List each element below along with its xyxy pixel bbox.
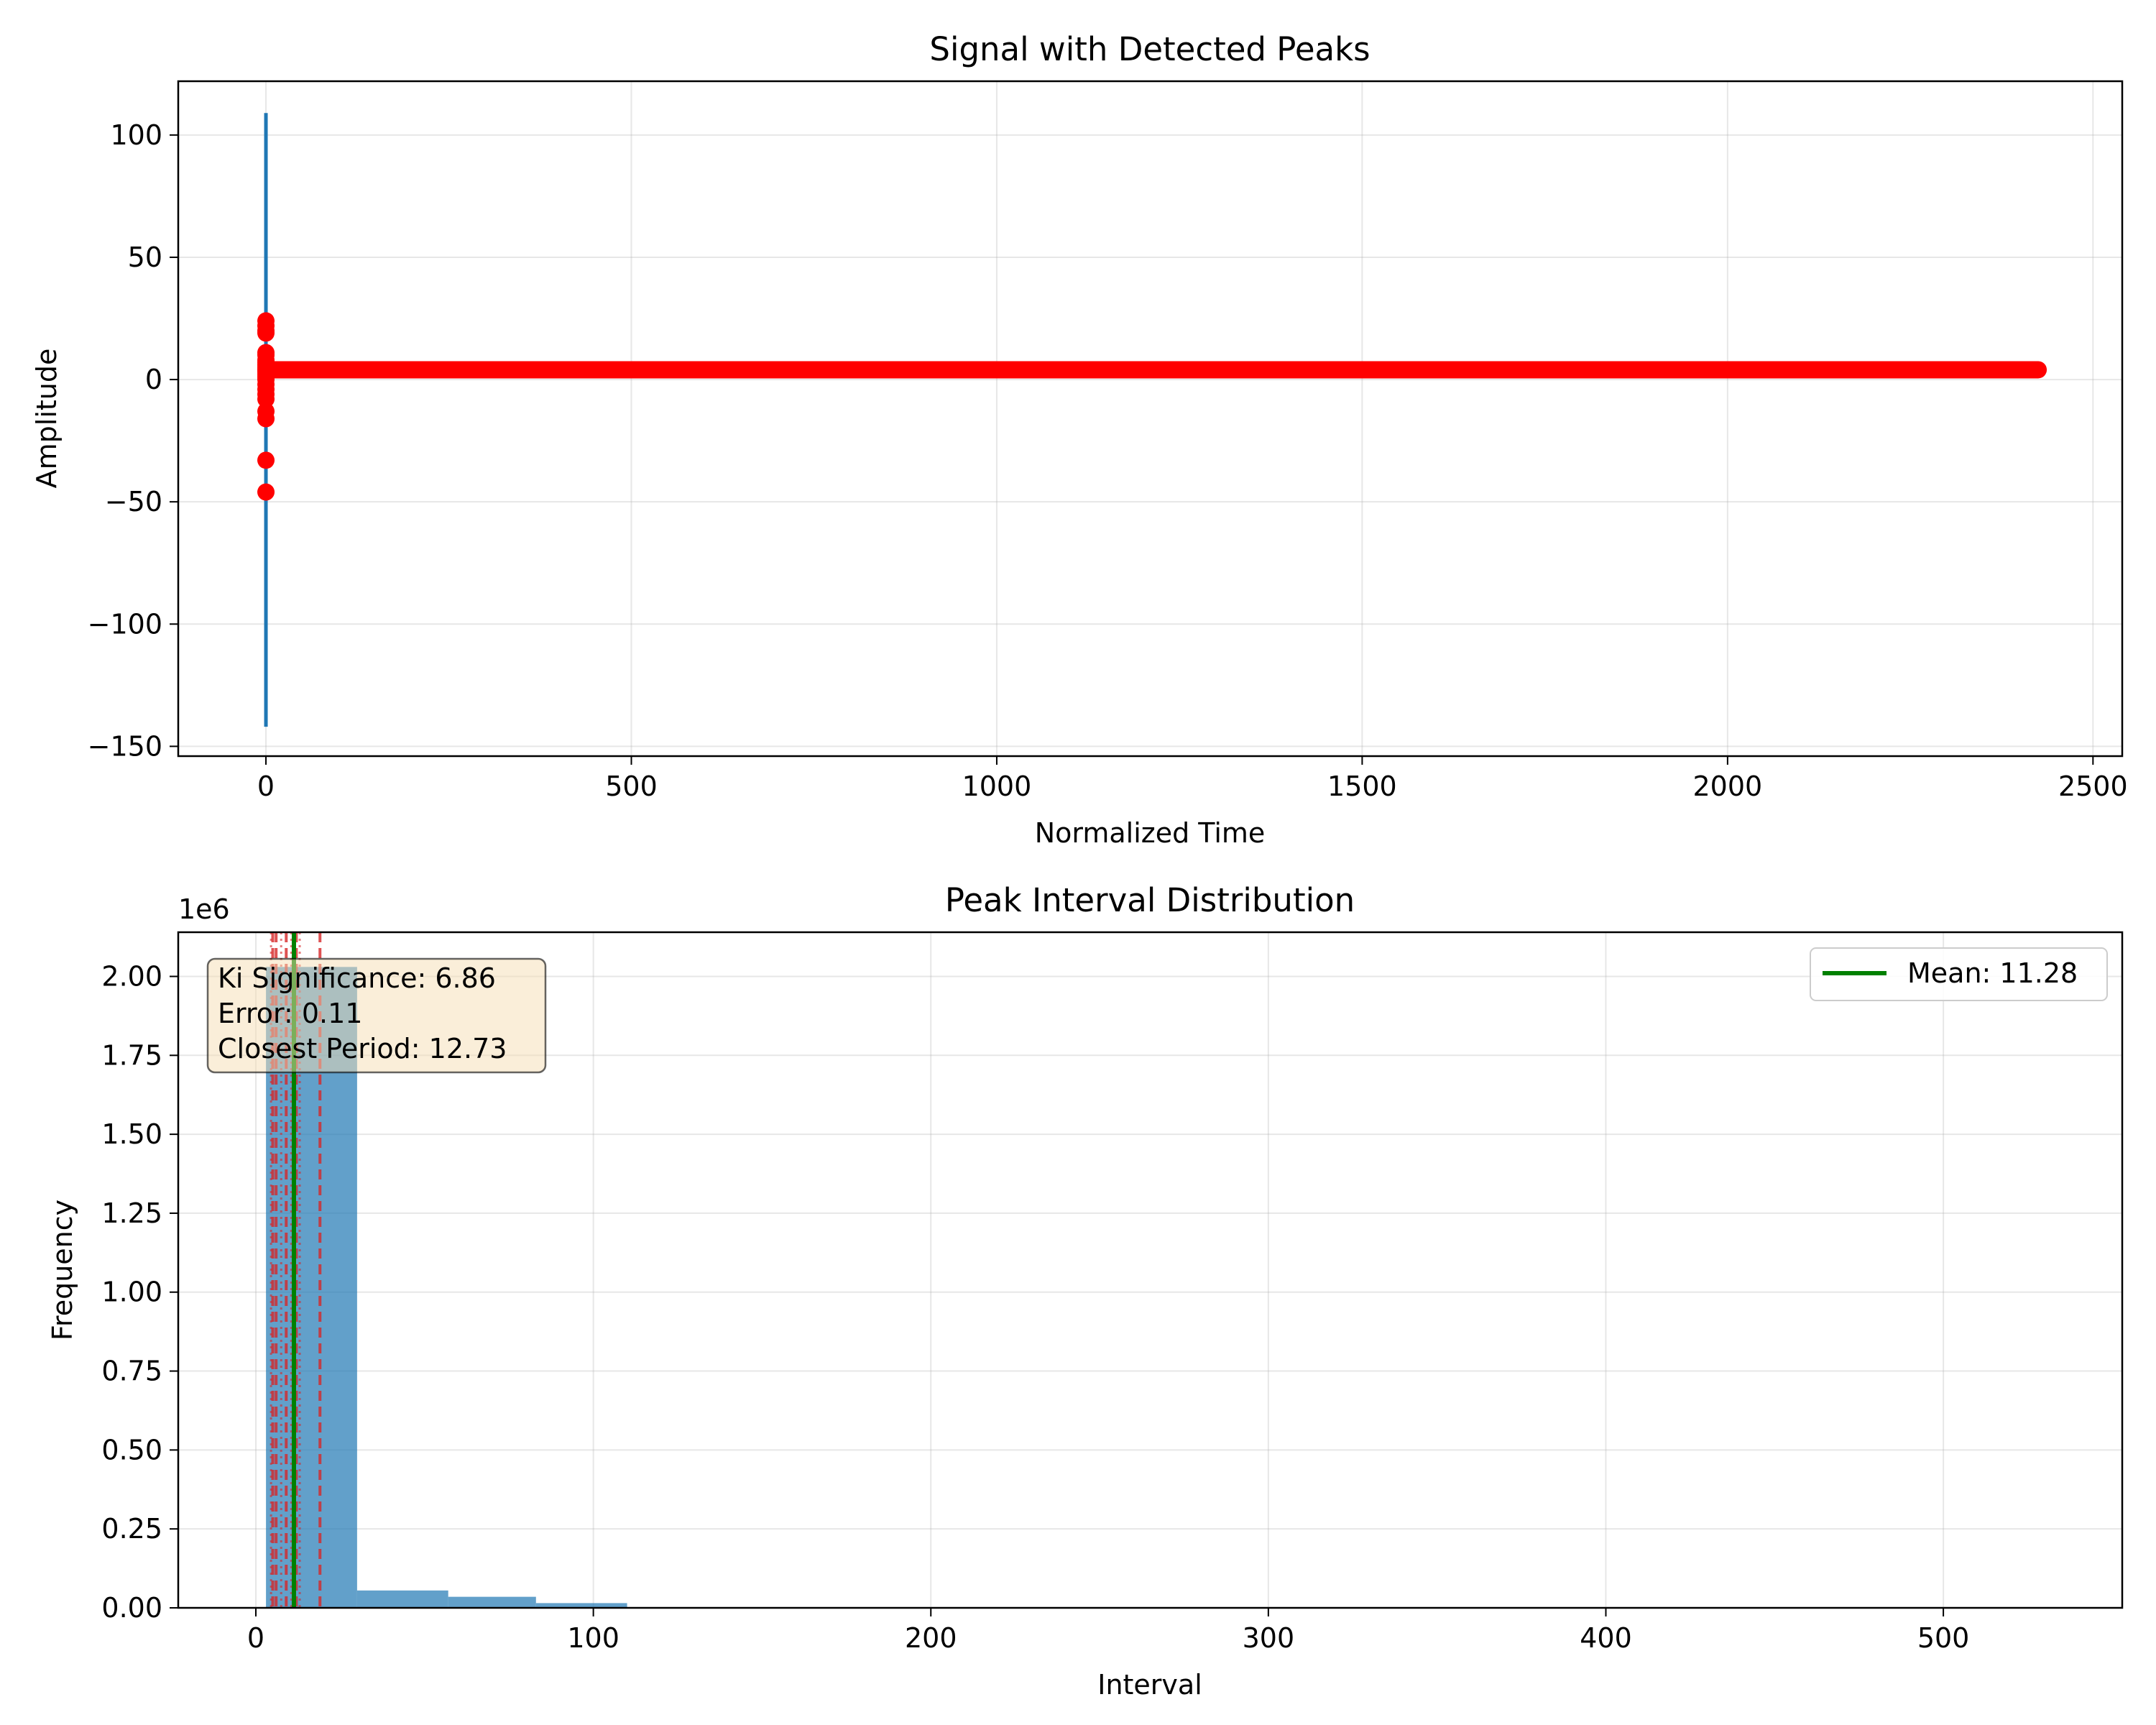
signal-x-axis-label: Normalized Time (1035, 817, 1266, 849)
signal-x-tick-label: 2500 (2058, 770, 2128, 802)
histogram-y-tick-label: 0.25 (101, 1513, 162, 1545)
histogram-x-ticks: 0 100 200 300 400 500 (247, 1608, 1969, 1654)
histogram-plot-title: Peak Interval Distribution (945, 881, 1355, 919)
peak-marker (257, 324, 275, 342)
signal-y-ticks: −150 −100 −50 0 50 100 (88, 119, 178, 762)
annotation-error: Error: 0.11 (218, 998, 362, 1029)
interval-histogram-plot: 0 100 200 300 400 500 0.00 0.25 0.50 0.75 1.00 1.2… (47, 881, 2124, 1701)
stats-annotation-box: Ki Significance: 6.86 Error: 0.11 Closes… (206, 957, 547, 1074)
signal-y-tick-label: 100 (110, 119, 162, 151)
histogram-x-tick-label: 0 (247, 1622, 264, 1654)
histogram-x-tick-label: 300 (1243, 1622, 1295, 1654)
signal-y-tick-label: −150 (88, 730, 162, 762)
histogram-bar (266, 967, 357, 1608)
histogram-x-tick-label: 400 (1580, 1622, 1632, 1654)
histogram-bar (356, 1590, 448, 1608)
peak-marker (257, 483, 275, 501)
signal-y-tick-label: −100 (88, 608, 162, 640)
peak-marker (257, 451, 275, 469)
signal-plot-frame (177, 80, 2124, 758)
signal-gridlines (178, 81, 2122, 756)
legend-mean-label: Mean: 11.28 (1907, 957, 2078, 989)
histogram-y-offset-text: 1e6 (178, 893, 230, 925)
histogram-bars (266, 967, 627, 1608)
histogram-y-tick-label: 0.75 (101, 1356, 162, 1387)
signal-x-tick-label: 1500 (1327, 770, 1397, 802)
signal-x-ticks: 0 500 1000 1500 2000 2500 (257, 756, 2128, 802)
stats-annotation-background (206, 957, 547, 1074)
signal-y-tick-label: −50 (105, 486, 162, 518)
histogram-plot-frame (177, 931, 2124, 1609)
signal-series (257, 113, 2047, 727)
histogram-y-axis-label: Frequency (47, 1200, 78, 1340)
signal-x-tick-label: 500 (605, 770, 658, 802)
histogram-x-tick-label: 500 (1917, 1622, 1970, 1654)
histogram-y-tick-label: 1.00 (101, 1276, 162, 1308)
signal-y-tick-label: 50 (128, 242, 162, 273)
peak-marker (257, 390, 275, 408)
annotation-ki-significance: Ki Significance: 6.86 (218, 962, 496, 994)
signal-x-tick-label: 2000 (1693, 770, 1763, 802)
signal-plot: 0 500 1000 1500 2000 2500 −150 −100 −50 0 50 100 S… (31, 30, 2128, 849)
histogram-y-tick-label: 1.75 (101, 1039, 162, 1071)
histogram-x-tick-label: 100 (567, 1622, 619, 1654)
histogram-y-tick-label: 1.50 (101, 1118, 162, 1150)
histogram-y-tick-label: 1.25 (101, 1197, 162, 1229)
histogram-x-axis-label: Interval (1097, 1669, 1202, 1701)
histogram-y-tick-label: 0.00 (101, 1592, 162, 1624)
annotation-closest-period: Closest Period: 12.73 (218, 1033, 507, 1064)
signal-plot-title: Signal with Detected Peaks (929, 30, 1370, 68)
signal-x-tick-label: 1000 (962, 770, 1032, 802)
histogram-y-ticks: 0.00 0.25 0.50 0.75 1.00 1.25 1.50 1.75 2.00 (101, 960, 178, 1624)
histogram-bar (535, 1603, 627, 1608)
histogram-bar (448, 1596, 536, 1608)
histogram-y-tick-label: 2.00 (101, 960, 162, 992)
signal-y-axis-label: Amplitude (31, 349, 63, 489)
histogram-y-tick-label: 0.50 (101, 1434, 162, 1466)
signal-x-tick-label: 0 (257, 770, 275, 802)
peak-marker (257, 410, 275, 428)
histogram-legend: Mean: 11.28 (1810, 947, 2108, 1001)
signal-y-tick-label: 0 (145, 364, 162, 395)
legend-frame (1810, 947, 2108, 1001)
histogram-x-tick-label: 200 (905, 1622, 957, 1654)
